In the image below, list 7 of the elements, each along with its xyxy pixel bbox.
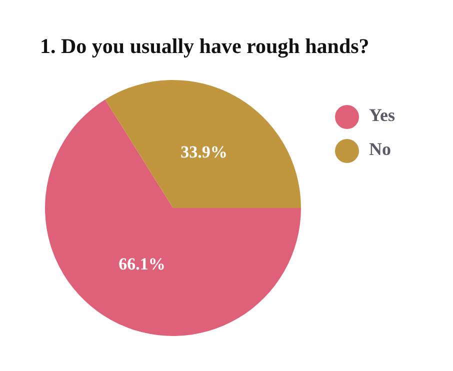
data-label: 66.1%: [118, 254, 166, 274]
chart-title: 1. Do you usually have rough hands?: [40, 34, 370, 59]
legend-label: Yes: [369, 105, 395, 125]
pie-slice: [105, 80, 301, 208]
data-label: 33.9%: [180, 142, 228, 162]
legend-label: No: [369, 139, 391, 159]
pie-slice: [45, 99, 301, 336]
